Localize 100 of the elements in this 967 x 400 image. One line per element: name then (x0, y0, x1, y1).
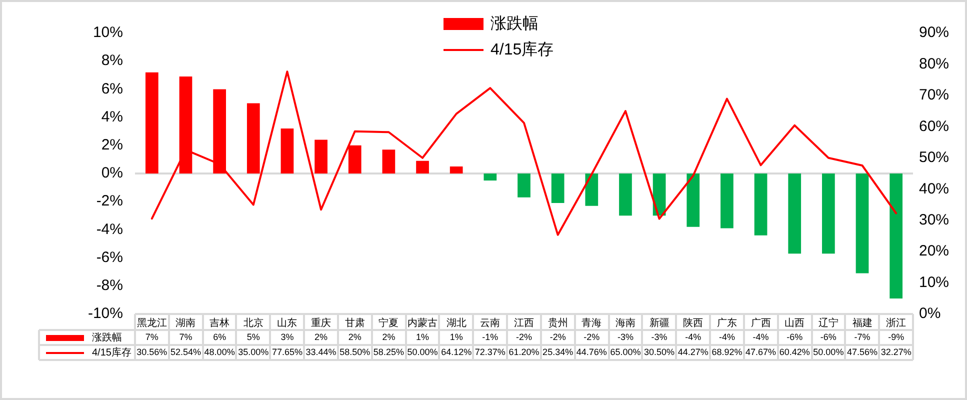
y-tick-label: 8% (101, 52, 123, 70)
x-tick-label: 内蒙古 (408, 316, 438, 329)
data-label: 2% (348, 332, 362, 342)
x-tick-label: 贵州 (548, 316, 568, 329)
bar (280, 128, 294, 174)
data-label: 48.00% (204, 346, 235, 357)
data-label: 3% (280, 332, 294, 342)
data-label: 47.56% (846, 346, 878, 357)
text: 4/15库存 (92, 347, 132, 358)
bar (518, 174, 530, 198)
bar (145, 72, 158, 174)
data-label: -4% (752, 332, 769, 342)
data-label: 35.00% (238, 346, 269, 357)
data-label: 60.42% (779, 346, 810, 357)
data-label: 64.12% (441, 346, 472, 357)
data-label: 7% (179, 332, 192, 342)
x-tick-label: 湖北 (446, 316, 466, 329)
bar (788, 174, 802, 254)
bar (382, 150, 396, 174)
data-label: -7% (854, 332, 870, 342)
data-label: 5% (246, 332, 260, 342)
y2-tick-label: 90% (919, 24, 950, 42)
x-tick-label: 浙江 (886, 316, 906, 329)
data-label: -2% (550, 332, 566, 342)
y-tick-label: -10% (88, 305, 123, 322)
x-tick-label: 云南 (480, 316, 500, 329)
x-tick-label: 北京 (243, 316, 264, 329)
y-tick-label: -2% (96, 192, 123, 210)
data-label: 58.50% (340, 346, 370, 357)
x-tick-label: 青海 (582, 316, 602, 329)
bar (416, 160, 429, 174)
bar (179, 76, 192, 174)
data-label: 58.25% (373, 346, 404, 357)
data-label: -2% (516, 332, 532, 342)
y2-tick-label: 40% (919, 180, 950, 198)
y2-tick-label: 10% (919, 274, 950, 291)
y2-tick-label: 0% (919, 305, 941, 322)
bar (856, 174, 869, 274)
bar (450, 166, 463, 174)
x-tick-label: 湖南 (176, 316, 196, 329)
data-label: 61.20% (508, 346, 540, 357)
data-label: -6% (820, 332, 836, 342)
bar (246, 103, 260, 174)
y2-tick-label: 70% (919, 86, 950, 104)
data-label: 25.34% (542, 346, 574, 357)
text: 涨跌幅 (92, 332, 122, 344)
data-label: 50.00% (813, 346, 844, 357)
bar (822, 174, 835, 254)
data-label: 44.27% (678, 346, 708, 357)
data-label: 1% (450, 332, 463, 342)
x-tick-label: 重庆 (311, 316, 332, 329)
x-tick-label: 吉林 (210, 316, 230, 329)
x-tick-label: 江西 (514, 316, 534, 329)
y-tick-label: 0% (101, 164, 123, 182)
data-label: -4% (718, 332, 735, 342)
y-tick-label: -4% (96, 220, 123, 238)
data-label: 52.54% (170, 346, 202, 357)
x-tick-label: 甘肃 (344, 316, 365, 329)
y2-tick-label: 50% (919, 149, 950, 166)
bar (348, 145, 362, 174)
data-label: 6% (213, 332, 226, 342)
x-tick-label: 广西 (750, 316, 771, 329)
data-label: -9% (888, 332, 904, 342)
data-label: 2% (382, 332, 396, 342)
data-label: 33.44% (306, 346, 336, 357)
y-tick-label: 2% (101, 136, 123, 154)
y-tick-label: 6% (101, 80, 123, 98)
data-label: 32.27% (880, 346, 912, 357)
data-label: 47.67% (746, 346, 776, 357)
data-label: -3% (651, 332, 668, 342)
bar (720, 174, 734, 228)
y2-tick-label: 20% (919, 242, 950, 260)
y-tick-label: 10% (92, 24, 123, 42)
x-tick-label: 福建 (852, 316, 872, 329)
y-tick-label: -8% (96, 277, 123, 294)
x-tick-label: 辽宁 (818, 316, 838, 329)
data-label: -1% (482, 332, 498, 342)
bar (213, 89, 226, 174)
x-tick-label: 海南 (615, 316, 636, 329)
y-tick-label: 4% (101, 108, 123, 126)
data-label: 1% (416, 332, 430, 342)
data-label: 2% (314, 332, 328, 342)
bar (585, 174, 598, 206)
data-label: 77.65% (272, 346, 302, 357)
bar (619, 174, 632, 216)
data-label: -3% (617, 332, 634, 342)
x-tick-label: 山东 (277, 316, 298, 329)
bar (754, 174, 768, 236)
bar (686, 174, 700, 227)
y2-tick-label: 80% (919, 55, 950, 72)
x-tick-label: 黑龙江 (136, 316, 167, 329)
x-tick-label: 广东 (716, 316, 737, 329)
data-label: 44.76% (576, 346, 607, 357)
bar (314, 140, 328, 174)
data-label: 65.00% (610, 346, 641, 357)
data-label: -2% (584, 332, 600, 342)
bar (890, 174, 903, 299)
y2-tick-label: 30% (919, 211, 950, 228)
data-label: 7% (145, 332, 158, 342)
x-tick-label: 陕西 (683, 316, 704, 329)
